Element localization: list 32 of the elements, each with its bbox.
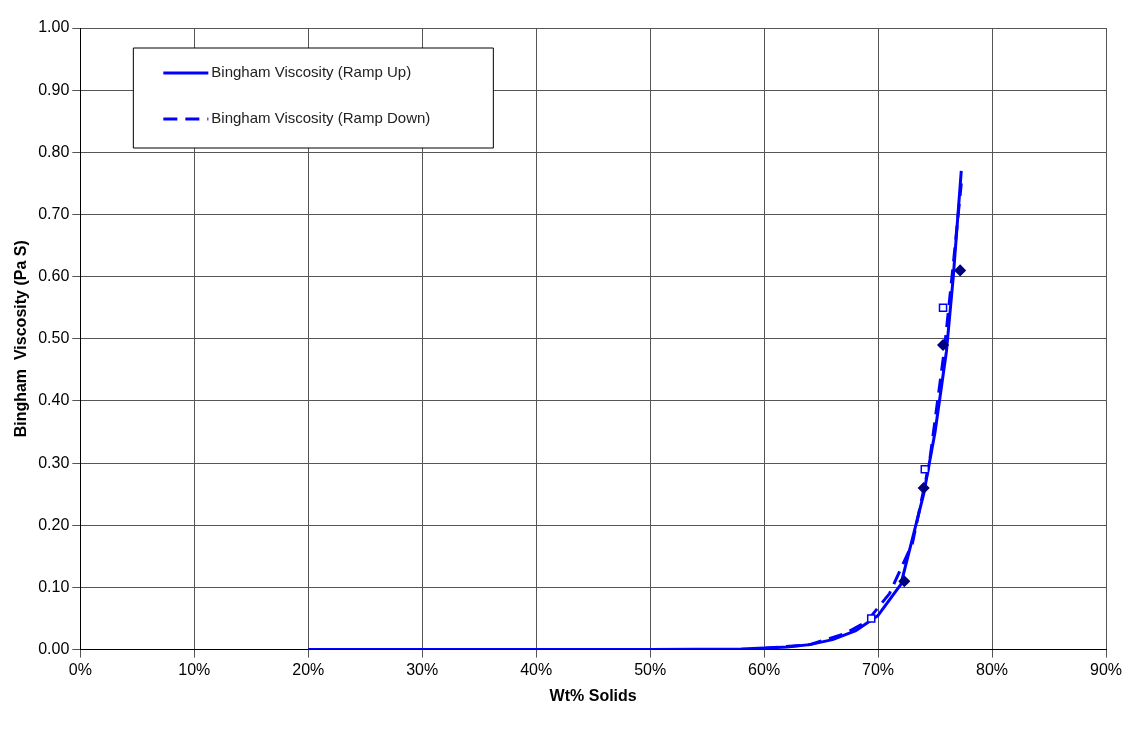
point bbox=[866, 614, 876, 623]
point bbox=[917, 482, 930, 494]
x-tick-label: 90% bbox=[1089, 660, 1123, 678]
x-tick-label: 40% bbox=[520, 660, 553, 678]
y-tick-label: 0.10 bbox=[38, 577, 70, 595]
x-tick-label: 0% bbox=[68, 660, 92, 678]
point bbox=[938, 303, 948, 313]
x-tick-label: 10% bbox=[178, 660, 211, 678]
y-tick-label: 0.60 bbox=[38, 267, 70, 285]
y-tick-label: 0.80 bbox=[38, 142, 70, 160]
y-tick-label: 0.00 bbox=[38, 640, 70, 658]
x-tick-label: 50% bbox=[634, 660, 667, 678]
x-tick-label: 30% bbox=[406, 660, 439, 678]
point bbox=[920, 465, 930, 474]
legend-label: Bingham Viscosity (Ramp Up) bbox=[211, 63, 412, 81]
x-tick-label: 80% bbox=[976, 660, 1009, 678]
y-tick-label: 0.90 bbox=[38, 80, 70, 98]
y-tick-label: 0.70 bbox=[38, 204, 70, 222]
y-tick-label: 0.40 bbox=[38, 391, 70, 409]
point bbox=[898, 575, 911, 587]
y-tick-label: 0.30 bbox=[38, 453, 70, 471]
y-tick-label: 0.50 bbox=[38, 329, 70, 347]
y-tick-label: 0.20 bbox=[38, 515, 70, 533]
x-tick-label: 20% bbox=[292, 660, 325, 678]
y-axis-title: Bingham Viscosity (Pa S) bbox=[12, 240, 30, 438]
x-axis-title: Wt% Solids bbox=[549, 686, 637, 704]
legend-label: Bingham Viscosity (Ramp Down) bbox=[211, 109, 431, 127]
point bbox=[937, 339, 949, 351]
x-tick-label: 70% bbox=[862, 660, 895, 678]
x-tick-label: 60% bbox=[748, 660, 781, 678]
point bbox=[954, 264, 966, 277]
y-tick-label: 1.00 bbox=[38, 18, 70, 36]
